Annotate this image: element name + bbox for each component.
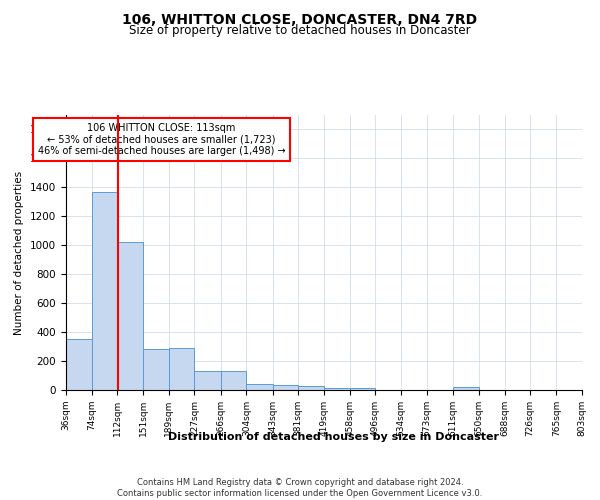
Text: Size of property relative to detached houses in Doncaster: Size of property relative to detached ho…: [129, 24, 471, 37]
Bar: [169, 348, 194, 390]
Bar: [350, 388, 376, 390]
Bar: [246, 384, 272, 390]
Text: Distribution of detached houses by size in Doncaster: Distribution of detached houses by size …: [167, 432, 499, 442]
Bar: [66, 340, 92, 390]
Bar: [298, 386, 323, 390]
Bar: [143, 349, 169, 390]
Bar: [221, 371, 246, 390]
Text: Contains HM Land Registry data © Crown copyright and database right 2024.
Contai: Contains HM Land Registry data © Crown c…: [118, 478, 482, 498]
Y-axis label: Number of detached properties: Number of detached properties: [14, 170, 25, 334]
Bar: [272, 386, 298, 390]
Bar: [453, 388, 479, 390]
Text: 106, WHITTON CLOSE, DONCASTER, DN4 7RD: 106, WHITTON CLOSE, DONCASTER, DN4 7RD: [122, 12, 478, 26]
Bar: [92, 192, 117, 390]
Text: 106 WHITTON CLOSE: 113sqm
← 53% of detached houses are smaller (1,723)
46% of se: 106 WHITTON CLOSE: 113sqm ← 53% of detac…: [38, 123, 285, 156]
Bar: [194, 371, 221, 390]
Bar: [117, 242, 143, 390]
Bar: [323, 388, 350, 390]
